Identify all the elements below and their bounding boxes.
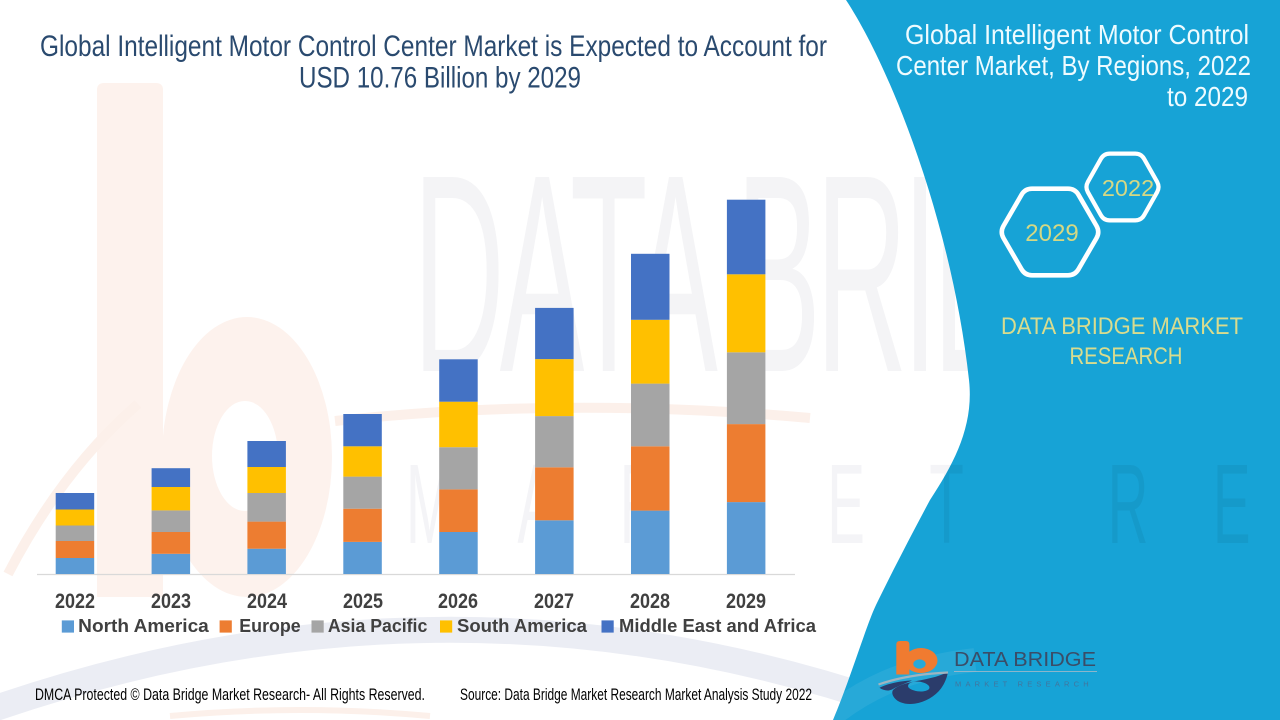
- svg-text:Middle East and Africa: Middle East and Africa: [619, 616, 817, 636]
- svg-text:DATA BRIDGE: DATA BRIDGE: [954, 649, 1096, 671]
- svg-text:Global Intelligent Motor Contr: Global Intelligent Motor Control Center …: [40, 30, 827, 63]
- svg-text:RESEARCH: RESEARCH: [1070, 343, 1183, 370]
- svg-text:2023: 2023: [151, 589, 191, 613]
- svg-text:to 2029: to 2029: [1167, 81, 1248, 112]
- svg-text:2024: 2024: [247, 589, 287, 613]
- svg-text:MARKET RESEARCH: MARKET RESEARCH: [955, 680, 1093, 689]
- svg-text:North America: North America: [78, 616, 210, 636]
- svg-text:DATA BRIDGE MARKET: DATA BRIDGE MARKET: [1001, 313, 1243, 340]
- svg-text:2029: 2029: [726, 589, 766, 613]
- svg-text:DMCA Protected © Data Bridge: DMCA Protected © Data Bridge Market Rese…: [35, 685, 425, 704]
- svg-text:Source: Data Bridge Market Res: Source: Data Bridge Market Research Mark…: [460, 685, 812, 704]
- svg-text:2028: 2028: [630, 589, 670, 613]
- svg-text:Center Market, By Regions, 202: Center Market, By Regions, 2022: [896, 50, 1251, 81]
- svg-text:2029: 2029: [1025, 220, 1078, 247]
- svg-text:2025: 2025: [343, 589, 383, 613]
- svg-text:Global Intelligent Motor Contr: Global Intelligent Motor Control: [905, 19, 1249, 50]
- svg-text:South America: South America: [457, 616, 588, 636]
- svg-text:Europe: Europe: [239, 616, 300, 636]
- svg-text:2027: 2027: [534, 589, 574, 613]
- svg-text:2026: 2026: [438, 589, 478, 613]
- svg-text:Asia Pacific: Asia Pacific: [328, 616, 427, 636]
- svg-text:2022: 2022: [1102, 175, 1154, 201]
- svg-text:2022: 2022: [55, 589, 95, 613]
- svg-text:USD 10.76 Billion by 2029: USD 10.76 Billion by 2029: [299, 62, 581, 95]
